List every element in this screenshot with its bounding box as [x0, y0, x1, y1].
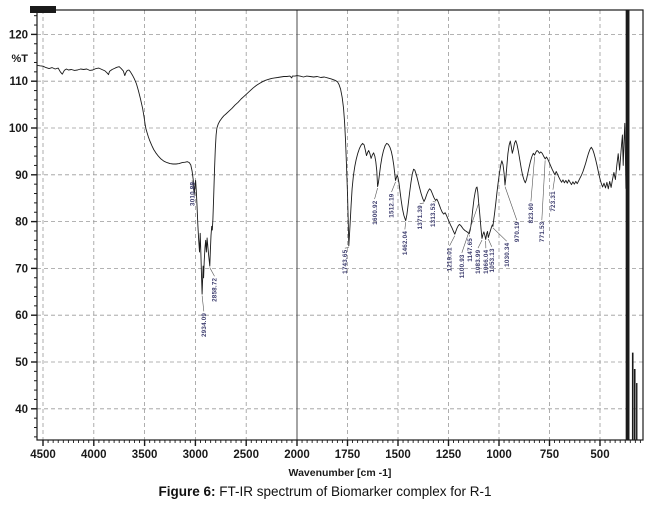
- spectrum-trace: [37, 64, 627, 295]
- peak-leader-823.60: [530, 156, 535, 202]
- peak-label-970.19: 970.19: [514, 221, 521, 242]
- y-tick-label-100: 100: [9, 123, 28, 135]
- x-tick-label-3500: 3500: [132, 449, 158, 461]
- peak-label-1100.93: 1100.93: [459, 254, 466, 278]
- x-tick-label-1250: 1250: [436, 449, 462, 461]
- x-tick-label-1500: 1500: [385, 449, 411, 461]
- peak-leader-1600.92: [374, 187, 378, 200]
- peak-leader-970.19: [504, 186, 518, 221]
- figure-caption: Figure 6: FT-IR spectrum of Biomarker co…: [0, 484, 650, 499]
- peak-label-1030.34: 1030.34: [504, 242, 511, 266]
- peak-label-771.53: 771.53: [539, 221, 546, 242]
- x-tick-label-3000: 3000: [183, 449, 209, 461]
- peak-leader-2934.09: [201, 295, 205, 312]
- y-tick-label-110: 110: [9, 76, 28, 88]
- peak-leader-1313.53: [432, 201, 436, 203]
- y-tick-label-50: 50: [15, 357, 28, 369]
- peak-leader-771.53: [541, 160, 546, 221]
- x-tick-label-2000: 2000: [284, 449, 310, 461]
- x-tick-label-4000: 4000: [81, 449, 107, 461]
- y-tick-label-90: 90: [15, 170, 28, 182]
- x-tick-label-4500: 4500: [30, 449, 56, 461]
- x-tick-label-1750: 1750: [335, 449, 361, 461]
- peak-leader-1743.65: [344, 247, 349, 249]
- peak-label-1512.19: 1512.19: [389, 193, 396, 217]
- peak-leader-1147.65: [468, 235, 470, 237]
- y-tick-label-60: 60: [15, 310, 28, 322]
- y-tick-label-120: 120: [9, 29, 28, 41]
- y-tick-label-70: 70: [15, 263, 28, 275]
- plot-frame: [36, 9, 644, 441]
- ftir-spectrum-chart: 120 110 100 90 80 70 60 50 40 %T 4500 4000 3500 3000 2…: [0, 0, 650, 482]
- peak-leader-1462.04: [404, 222, 406, 230]
- y-axis-unit-label: %T: [12, 53, 29, 65]
- peak-label-1743.65: 1743.65: [342, 249, 349, 273]
- x-tick-label-1000: 1000: [486, 449, 512, 461]
- peak-label-3010.88: 3010.88: [189, 182, 196, 206]
- peak-label-1147.65: 1147.65: [467, 238, 474, 262]
- peak-label-1053.13: 1053.13: [489, 248, 496, 272]
- peak-label-1066.04: 1066.04: [483, 249, 490, 273]
- peak-label-823.60: 823.60: [528, 203, 535, 224]
- y-tick-label-40: 40: [15, 404, 28, 416]
- peak-leader-1100.93: [461, 203, 479, 253]
- peak-leader-1030.34: [492, 227, 507, 242]
- peak-label-723.31: 723.31: [550, 191, 557, 212]
- peak-label-1083.99: 1083.99: [475, 249, 482, 273]
- peak-leader-1371.39: [419, 202, 425, 205]
- peak-label-1371.39: 1371.39: [417, 205, 424, 229]
- figure-caption-label: Figure 6:: [158, 484, 216, 499]
- peak-label-1219.01: 1219.01: [447, 247, 454, 271]
- peak-leader-1219.01: [449, 235, 456, 246]
- peak-label-1600.92: 1600.92: [372, 200, 379, 224]
- peak-leader-2858.72: [209, 267, 215, 277]
- frame-corner-mark: [30, 6, 56, 13]
- peak-label-1462.04: 1462.04: [402, 231, 409, 255]
- peak-leader-723.31: [552, 176, 556, 190]
- x-axis-title: Wavenumber [cm -1]: [289, 467, 392, 479]
- figure-caption-text: FT-IR spectrum of Biomarker complex for …: [215, 484, 492, 499]
- peak-label-2934.09: 2934.09: [201, 313, 208, 337]
- x-tick-label-750: 750: [540, 449, 559, 461]
- peak-leader-1053.13: [487, 238, 493, 247]
- chart-background: [0, 0, 650, 482]
- peak-leader-3010.88: [191, 180, 195, 196]
- peak-label-1313.53: 1313.53: [430, 203, 437, 227]
- peak-label-2858.72: 2858.72: [212, 277, 219, 301]
- x-tick-label-500: 500: [590, 449, 609, 461]
- peak-leader-1083.99: [477, 239, 483, 249]
- x-tick-label-2500: 2500: [233, 449, 259, 461]
- peak-leader-1512.19: [391, 181, 396, 193]
- y-tick-label-80: 80: [15, 217, 28, 229]
